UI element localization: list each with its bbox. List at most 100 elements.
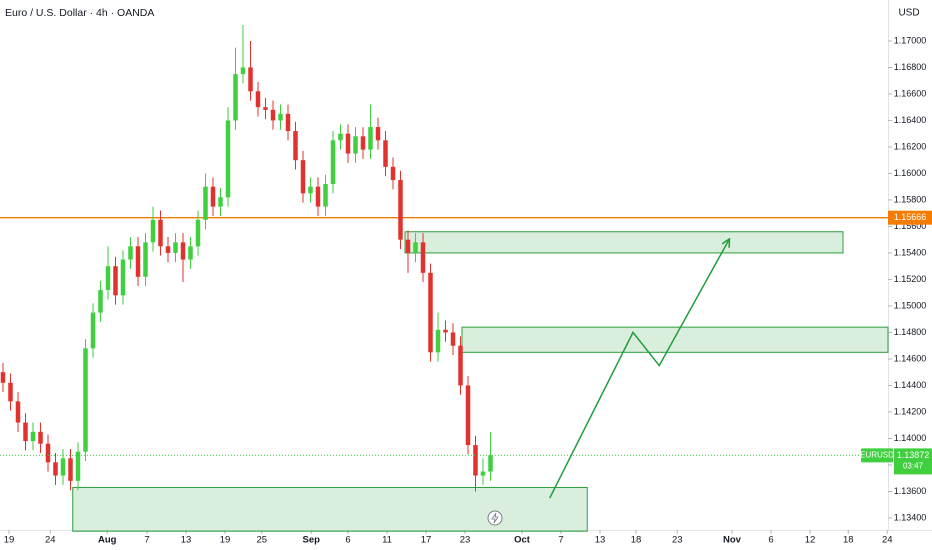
candle-body: [450, 332, 456, 346]
candle-body: [68, 458, 73, 481]
x-tick-label: 24: [882, 535, 893, 546]
candle-body: [360, 136, 366, 150]
candle-body: [473, 445, 478, 476]
candle-body: [210, 186, 216, 207]
candle-body: [285, 113, 291, 132]
candle-body: [263, 107, 268, 110]
x-tick-label: 25: [256, 535, 267, 546]
y-tick-label: 1.17000: [894, 35, 927, 45]
x-tick-label: Aug: [98, 535, 117, 546]
zone: [72, 486, 588, 532]
candle-body: [180, 242, 186, 260]
event-icon-bolt: [491, 512, 499, 524]
x-tick-label: Oct: [514, 535, 531, 546]
candle-body: [330, 140, 336, 185]
y-tick-label: 1.14400: [894, 380, 927, 390]
candle-body: [0, 372, 6, 383]
x-tick-label: 18: [631, 535, 642, 546]
candle-body: [83, 348, 88, 452]
chart-title: Euro / U.S. Dollar · 4h · OANDA: [5, 7, 154, 19]
x-tick-label: 13: [181, 535, 192, 546]
x-tick-label: 6: [345, 535, 350, 546]
y-tick-label: 1.15800: [894, 194, 927, 204]
x-tick-label: 18: [843, 535, 854, 546]
candle-body: [465, 385, 471, 446]
x-tick-label: 17: [421, 535, 432, 546]
x-tick-label: 7: [558, 535, 563, 546]
y-tick-label: 1.16400: [894, 115, 927, 125]
candle-body: [270, 109, 276, 121]
zone: [461, 326, 889, 353]
countdown-label: 03:47: [903, 462, 924, 471]
candle-body: [195, 219, 201, 247]
candle-body: [413, 242, 418, 253]
candle-body: [293, 131, 298, 161]
candle-body: [75, 451, 81, 481]
candle-body: [15, 401, 21, 423]
x-tick-label: 23: [460, 535, 471, 546]
candle-body: [398, 180, 403, 240]
zone: [404, 231, 844, 254]
candle-body: [38, 431, 43, 444]
price-line-label: 1.15666: [894, 212, 927, 222]
y-tick-label: 1.16800: [894, 62, 927, 72]
candle-body: [458, 345, 463, 386]
candle-body: [338, 133, 343, 141]
candle-body: [255, 91, 261, 108]
y-tick-label: 1.14200: [894, 406, 927, 416]
candle-body: [120, 259, 126, 296]
event-icon[interactable]: [487, 510, 503, 526]
candle-body: [435, 329, 441, 353]
x-tick-label: 11: [382, 535, 392, 546]
candle-body: [98, 290, 103, 313]
candle-body: [368, 127, 373, 150]
candle-body: [105, 266, 111, 291]
candle-body: [203, 186, 208, 220]
projection-arrow: [549, 240, 729, 499]
candle-body: [45, 443, 51, 463]
candle-body: [405, 239, 411, 253]
price-line-label-bg: [888, 210, 932, 225]
symbol-label: EURUSD: [860, 451, 894, 460]
y-tick-label: 1.14600: [894, 353, 927, 363]
candle-body: [323, 184, 328, 207]
y-tick-label: 1.14000: [894, 433, 927, 443]
y-tick-label: 1.13400: [894, 512, 927, 522]
candle-body: [30, 431, 36, 442]
candle-body: [233, 74, 238, 121]
y-tick-label: 1.13600: [894, 486, 927, 496]
candle-body: [143, 242, 148, 277]
candle-body: [128, 246, 133, 260]
candle-body: [53, 462, 58, 476]
candle-body: [240, 67, 246, 75]
candle-body: [390, 166, 396, 181]
candle-body: [90, 312, 96, 349]
candle-body: [173, 242, 178, 253]
candle-body: [165, 246, 171, 253]
candle-body: [225, 120, 231, 198]
candle-body: [218, 197, 223, 207]
candle-body: [480, 471, 486, 476]
candle-body: [278, 113, 283, 121]
x-tick-label: 23: [672, 535, 683, 546]
symbol-label-bg: [861, 448, 893, 463]
plot-layer: 1.134001.136001.138001.140001.142001.144…: [0, 25, 927, 546]
y-tick-label: 1.15200: [894, 274, 927, 284]
x-tick-label: 12: [805, 535, 816, 546]
candle-body: [113, 266, 118, 296]
candle-body: [383, 140, 388, 167]
candle-body: [488, 455, 493, 472]
x-tick-label: Sep: [303, 535, 321, 546]
x-tick-label: 13: [595, 535, 606, 546]
x-tick-label: 24: [45, 535, 56, 546]
y-tick-label: 1.14800: [894, 327, 927, 337]
x-tick-label: 7: [144, 535, 149, 546]
candle-body: [443, 329, 448, 333]
candle-body: [60, 458, 66, 476]
x-tick-label: 19: [220, 535, 231, 546]
candle-body: [248, 67, 253, 92]
y-tick-label: 1.15400: [894, 247, 927, 257]
candle-body: [345, 133, 351, 154]
candle-body: [188, 246, 193, 260]
